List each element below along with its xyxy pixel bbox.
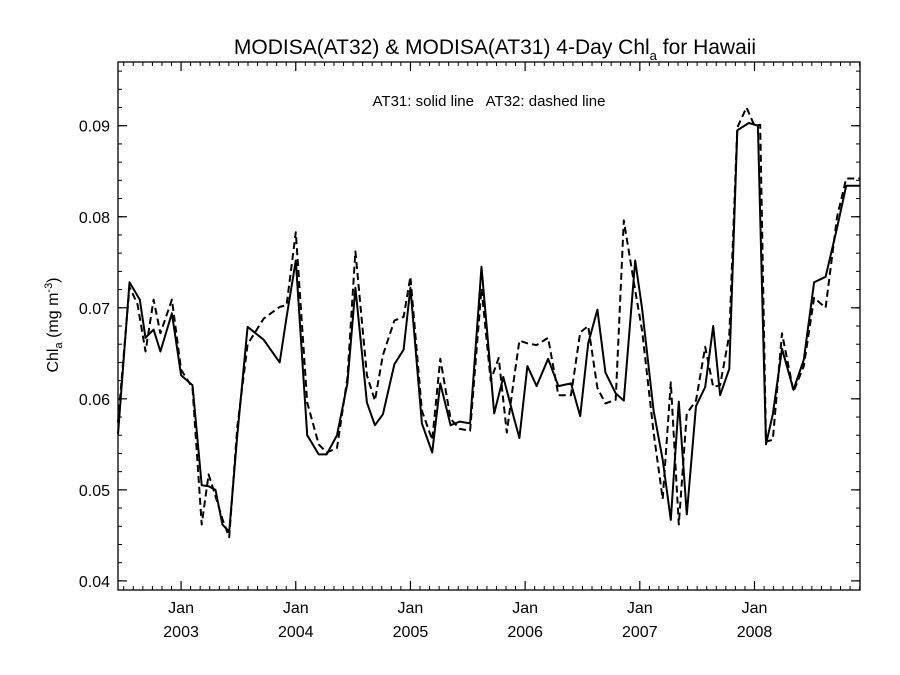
y-axis-label-unit: (mg m — [45, 293, 62, 343]
x-tick-label-month: Jan — [742, 600, 768, 617]
x-tick-label-month: Jan — [512, 600, 538, 617]
y-axis-label-close: ) — [45, 277, 62, 282]
chart-title-end: for Hawaii — [657, 36, 756, 59]
y-tick-label: 0.08 — [79, 210, 110, 227]
chart-title: MODISA(AT32) & MODISA(AT31) 4-Day Chla f… — [234, 36, 756, 63]
y-tick-label: 0.07 — [79, 301, 110, 318]
y-axis-label-main: Chl — [45, 349, 62, 373]
x-tick-label-year: 2003 — [163, 624, 199, 641]
y-axis-label-subscript: a — [53, 342, 65, 349]
plot-frame — [117, 61, 861, 591]
x-tick-label-month: Jan — [398, 600, 424, 617]
x-tick-label-year: 2008 — [737, 624, 773, 641]
x-tick-label-month: Jan — [283, 600, 309, 617]
x-axis-ticks: Jan 2003 Jan 2004 Jan 2005 Jan 2006 Jan 2007 Jan 20… — [123, 62, 861, 641]
y-tick-label: 0.04 — [79, 574, 110, 591]
series-layer — [117, 106, 860, 539]
y-axis-label: Chla (mg m-3) — [43, 277, 65, 372]
chart-title-subscript: a — [650, 48, 658, 63]
x-tick-label-year: 2007 — [622, 624, 658, 641]
x-tick-label-year: 2006 — [507, 624, 543, 641]
x-tick-label-year: 2005 — [393, 624, 429, 641]
y-axis-label-superscript: -3 — [43, 283, 55, 293]
y-tick-label: 0.09 — [79, 119, 110, 136]
y-tick-label: 0.05 — [79, 483, 110, 500]
x-tick-label-year: 2004 — [278, 624, 314, 641]
series-line-at32 — [117, 106, 860, 539]
x-tick-label-month: Jan — [168, 600, 194, 617]
x-tick-label-month: Jan — [627, 600, 653, 617]
legend-annotation: AT31: solid line AT32: dashed line — [373, 93, 606, 110]
y-tick-label: 0.06 — [79, 392, 110, 409]
chart-title-main: MODISA(AT32) & MODISA(AT31) 4-Day Chl — [234, 36, 650, 59]
y-axis-ticks: 0.04 0.05 0.06 0.07 0.08 0.09 — [79, 70, 860, 591]
